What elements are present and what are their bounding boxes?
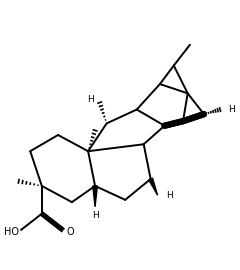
Text: H: H: [228, 105, 235, 114]
Polygon shape: [93, 186, 97, 207]
Text: H: H: [166, 191, 172, 200]
Text: HO: HO: [4, 227, 19, 237]
Polygon shape: [149, 178, 158, 195]
Text: O: O: [66, 227, 74, 237]
Text: H: H: [92, 211, 98, 220]
Text: H: H: [88, 94, 94, 104]
